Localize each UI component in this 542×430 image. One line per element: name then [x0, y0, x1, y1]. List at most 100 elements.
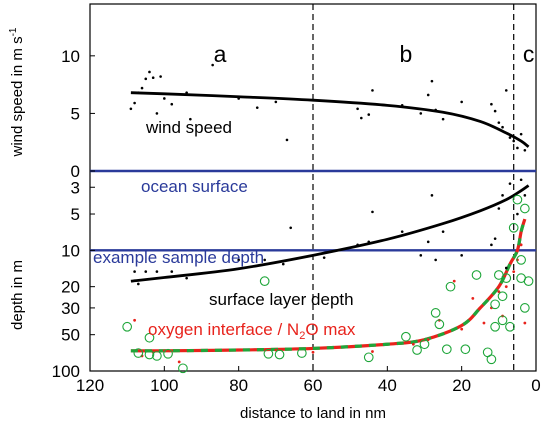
reference-lines	[90, 4, 536, 371]
wind-point-29	[490, 102, 493, 106]
ocean-surface-label: ocean surface	[141, 177, 248, 196]
oxygen-point-8	[263, 348, 274, 359]
surface-depth-point-22	[493, 237, 497, 240]
oxygen-point-18	[445, 281, 456, 292]
n2o-point-0	[133, 318, 137, 322]
oxygen-point-0	[122, 321, 133, 332]
depth-y-axis-label: depth in m	[9, 260, 26, 330]
wind-point-15	[255, 106, 259, 109]
oxygen-interface-label-subscript: 2	[299, 330, 305, 342]
oxygen-point-12	[401, 331, 411, 342]
surface-depth-point-5	[185, 276, 188, 280]
oxygen-point-1	[133, 348, 144, 358]
region-label-b: b	[400, 41, 413, 67]
surface-depth-point-7	[263, 258, 266, 262]
oxygen-point-11	[363, 352, 374, 363]
n2o-point-21	[519, 243, 523, 247]
x-tick-label-5: 20	[452, 376, 471, 395]
wind-point-28	[460, 100, 463, 104]
surface-depth-point-1	[137, 282, 140, 286]
wind-point-1	[133, 101, 136, 105]
wind-point-26	[434, 108, 437, 112]
depth-y-tick-label-1: 5	[71, 205, 80, 224]
wind-point-34	[508, 136, 512, 139]
region-label-a: a	[214, 41, 227, 67]
wind-point-33	[504, 89, 508, 92]
oxygen-point-6	[178, 363, 188, 374]
oxygen-point-13	[412, 345, 422, 355]
surface-depth-point-4	[170, 270, 174, 273]
surface-depth-point-10	[322, 256, 326, 259]
surface-depth-point-21	[490, 243, 493, 247]
oxygen-point-27	[497, 291, 508, 302]
oxygen-point-2	[144, 349, 155, 360]
wind-point-13	[211, 63, 214, 67]
oxygen-point-5	[163, 348, 173, 359]
n2o-point-13	[471, 296, 475, 300]
surface-depth-point-27	[516, 212, 519, 216]
wind-y-tick-label-1: 5	[71, 104, 80, 123]
surface-depth-point-23	[497, 207, 501, 210]
x-tick-label-1: 100	[150, 376, 178, 395]
oxygen-point-24	[490, 299, 500, 310]
oxygen-point-22	[486, 354, 497, 365]
wind-y-axis-label: wind speed in m s-1	[8, 27, 26, 157]
n2o-point-9	[426, 338, 430, 342]
surface-depth-point-19	[441, 230, 445, 233]
oxygen-point-4	[152, 351, 162, 361]
surface-depth-point-8	[281, 262, 285, 266]
oxygen-point-15	[430, 308, 441, 318]
oxygen-interface-fit-line	[130, 218, 527, 353]
surface-depth-point-17	[430, 194, 434, 197]
oxygen-point-9	[274, 349, 285, 360]
x-axis-label: distance to land in nm	[240, 405, 386, 422]
surface-depth-point-16	[426, 240, 430, 244]
depth-y-tick-label-5: 50	[61, 326, 80, 345]
oxygen-point-31	[512, 194, 523, 205]
oxygen-point-29	[505, 321, 515, 332]
oxygen-point-28	[501, 273, 512, 283]
wind-point-37	[519, 132, 523, 136]
surface-depth-point-26	[508, 182, 512, 185]
surface-depth-point-29	[523, 194, 527, 197]
surface-depth-point-14	[400, 230, 404, 233]
wind-point-36	[516, 146, 519, 150]
wind-y-axis-label-main: wind speed in m s	[9, 36, 26, 157]
wind-point-18	[356, 107, 359, 111]
oxygen-interface-label-end: O max	[305, 320, 356, 339]
oxygen-point-20	[471, 270, 482, 280]
wind-point-25	[430, 79, 434, 83]
wind-point-27	[441, 117, 445, 121]
wind-point-17	[285, 138, 289, 142]
n2o-point-6	[311, 350, 315, 354]
wind-point-38	[523, 148, 527, 152]
wind-point-30	[493, 109, 497, 113]
oxygen-point-23	[490, 321, 500, 332]
n2o-point-16	[497, 290, 501, 294]
wind-point-22	[400, 104, 404, 107]
oxygen-interface-label: oxygen interface / N2O max	[148, 320, 356, 342]
wind-point-14	[237, 97, 240, 100]
wind-point-20	[367, 113, 371, 116]
oxygen-point-17	[441, 344, 452, 355]
depth-y-tick-label-0: 3	[71, 178, 80, 197]
wind-point-5	[148, 70, 151, 74]
wind-point-21	[371, 89, 374, 92]
oxygen-point-26	[497, 315, 508, 326]
region-label-c: c	[523, 41, 535, 67]
surface-depth-point-13	[371, 210, 374, 214]
surface-depth-point-18	[434, 258, 437, 262]
surface-depth-point-25	[504, 266, 508, 270]
wind-point-19	[360, 116, 363, 120]
surface-depth-point-11	[356, 243, 359, 247]
data-points	[122, 63, 534, 374]
wind-point-10	[170, 102, 174, 106]
n2o-point-22	[523, 321, 527, 325]
oxygen-point-14	[419, 339, 430, 350]
wind-point-12	[189, 117, 192, 121]
wind-point-4	[144, 77, 148, 81]
surface-layer-depth-label: surface layer depth	[209, 290, 354, 309]
surface-depth-point-28	[519, 178, 523, 182]
surface-depth-point-2	[144, 270, 148, 273]
